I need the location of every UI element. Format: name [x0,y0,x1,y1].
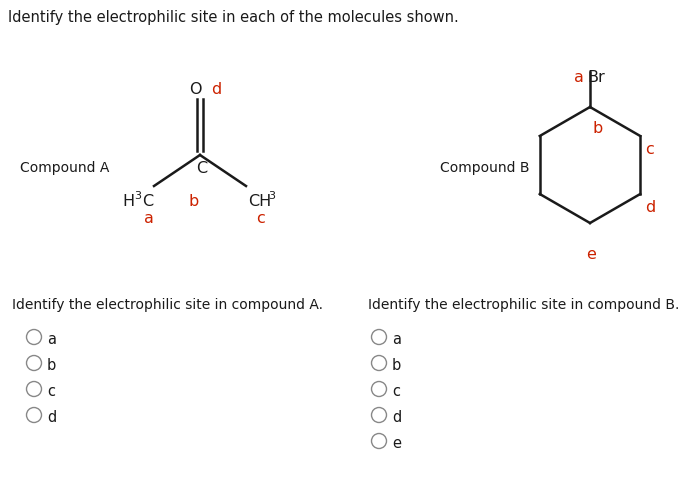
Text: Identify the electrophilic site in compound B.: Identify the electrophilic site in compo… [368,298,680,312]
Text: Identify the electrophilic site in each of the molecules shown.: Identify the electrophilic site in each … [8,10,458,25]
Text: Compound B: Compound B [440,161,529,175]
Text: C: C [196,161,207,176]
Text: 3: 3 [268,191,275,201]
Text: c: c [256,211,265,226]
Text: b: b [47,358,56,373]
Text: Compound A: Compound A [20,161,109,175]
Text: d: d [211,82,221,97]
Text: CH: CH [248,194,272,209]
Text: a: a [47,332,56,347]
Text: b: b [188,194,198,209]
Text: Br: Br [587,70,605,85]
Text: d: d [47,410,56,425]
Text: O: O [189,82,202,97]
Text: H: H [122,194,134,209]
Text: Identify the electrophilic site in compound A.: Identify the electrophilic site in compo… [12,298,323,312]
Text: 3: 3 [134,191,141,201]
Text: a: a [392,332,401,347]
Text: d: d [645,200,655,215]
Text: c: c [645,142,654,157]
Text: a: a [574,70,584,85]
Text: c: c [47,384,55,399]
Text: c: c [392,384,400,399]
Text: d: d [392,410,401,425]
Text: b: b [392,358,401,373]
Text: e: e [586,247,596,262]
Text: a: a [144,211,154,226]
Text: C: C [142,194,153,209]
Text: e: e [392,436,401,451]
Text: b: b [593,121,603,136]
